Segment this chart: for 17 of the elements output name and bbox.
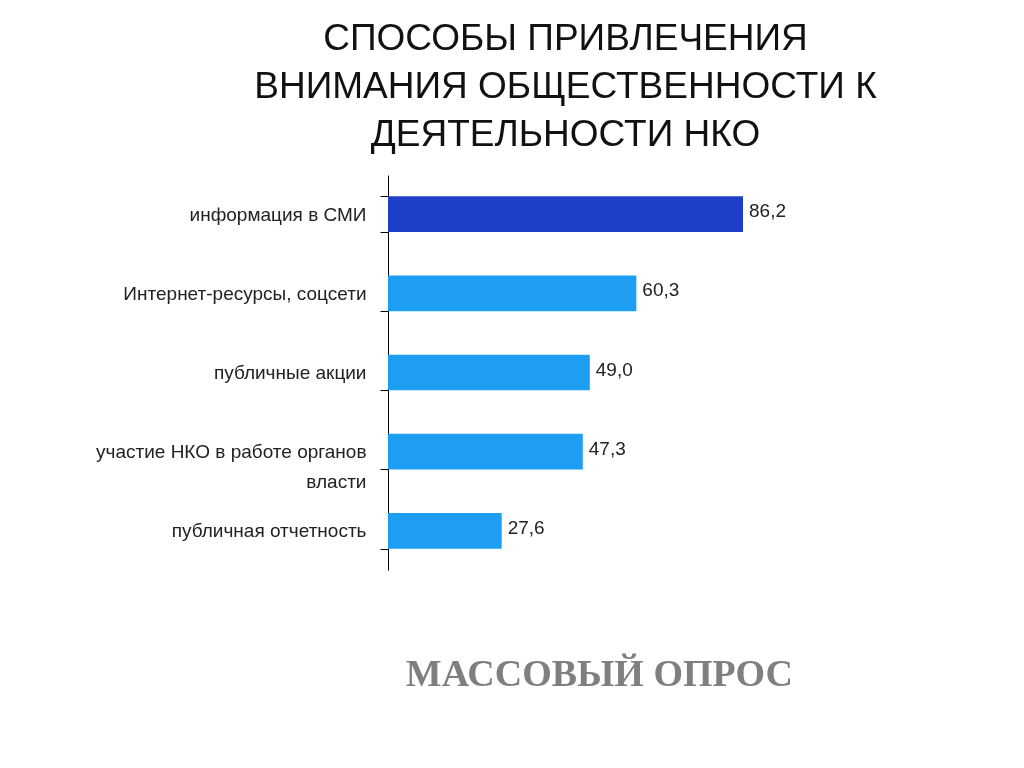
data-label: 86,2 bbox=[749, 200, 786, 222]
y-tick-label: публичная отчетность bbox=[171, 520, 367, 542]
y-tick-label: Интернет-ресурсы, соцсети bbox=[123, 282, 367, 304]
text: МАССОВЫЙ ОПРОС bbox=[405, 652, 793, 694]
y-tick-label: информация в СМИ bbox=[189, 203, 367, 225]
bar bbox=[388, 513, 502, 549]
bar bbox=[388, 196, 743, 232]
y-tick-label: участие НКО в работе органов власти bbox=[96, 441, 367, 493]
data-label: 49,0 bbox=[595, 358, 633, 380]
bar bbox=[388, 354, 590, 391]
data-label: 47,3 bbox=[588, 437, 626, 459]
bar bbox=[388, 275, 637, 312]
y-tick-label: публичные акции bbox=[213, 362, 367, 383]
chart-title: СПОСОБЫ ПРИВЛЕЧЕНИЯ ВНИМАНИЯ ОБЩЕСТВЕННОСТИ К ДЕЯТЕЛЬНОСТИ НКО bbox=[254, 17, 878, 154]
data-label: 27,6 bbox=[507, 516, 545, 538]
data-label: 60,3 bbox=[642, 279, 680, 301]
bar bbox=[388, 433, 583, 470]
